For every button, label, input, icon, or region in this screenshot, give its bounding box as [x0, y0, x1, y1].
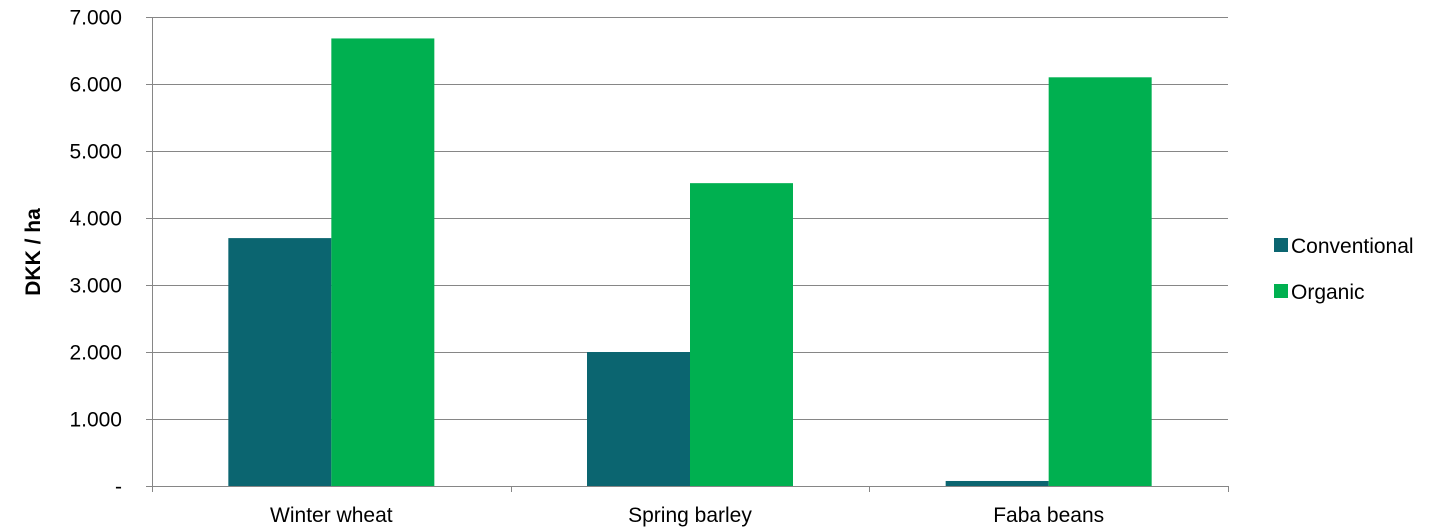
bars	[228, 38, 1152, 487]
x-tick-label: Spring barley	[628, 504, 752, 527]
y-tick-label: 4.000	[69, 208, 122, 231]
y-tick-label: 7.000	[69, 7, 122, 30]
x-tick-labels: Winter wheat Spring barley Faba beans	[270, 504, 1104, 527]
bar-organic-faba-beans	[1048, 77, 1152, 487]
legend-label-conventional: Conventional	[1291, 235, 1414, 258]
y-tick-label: 2.000	[69, 342, 122, 365]
y-tick-label: 1.000	[69, 409, 122, 432]
y-tick-label: 6.000	[69, 74, 122, 97]
y-tick-label: -	[115, 476, 122, 499]
axes	[146, 17, 1229, 492]
bar-conventional-faba-beans	[945, 480, 1049, 486]
bar-conventional-winter-wheat	[228, 238, 332, 486]
legend-swatch-conventional	[1274, 238, 1288, 252]
x-tick-label: Winter wheat	[270, 504, 393, 527]
x-tick-label: Faba beans	[993, 504, 1104, 527]
y-tick-labels: - 1.000 2.000 3.000 4.000 5.000 6.000 7.000	[69, 7, 122, 499]
y-tick-label: 3.000	[69, 275, 122, 298]
bar-organic-spring-barley	[690, 183, 793, 486]
bar-conventional-spring-barley	[587, 352, 690, 486]
y-axis-title: DKK / ha	[22, 208, 45, 296]
legend: Conventional Organic	[1274, 235, 1414, 304]
bar-organic-winter-wheat	[331, 38, 435, 486]
y-tick-label: 5.000	[69, 141, 122, 164]
legend-swatch-organic	[1274, 284, 1288, 298]
legend-label-organic: Organic	[1291, 281, 1365, 304]
